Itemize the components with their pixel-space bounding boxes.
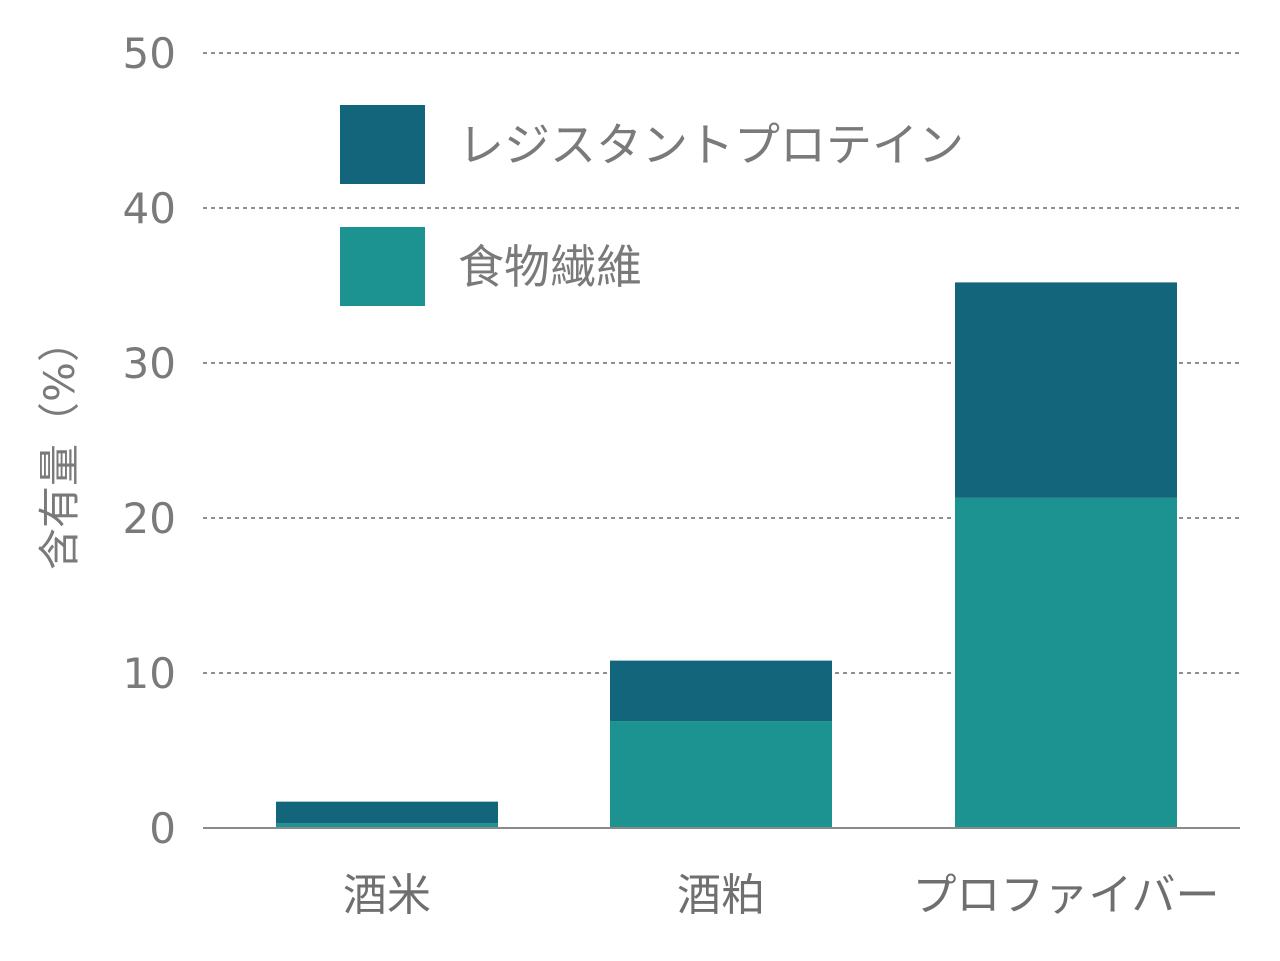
category-labels: 酒米 酒粕 プロファイバー [343, 870, 1220, 921]
y-tick-label: 0 [149, 804, 176, 853]
y-tick-label: 10 [123, 649, 176, 698]
legend-label: 食物繊維 [458, 240, 642, 294]
y-tick-labels: 0 10 20 30 40 50 [123, 29, 176, 853]
y-tick-label: 50 [123, 29, 176, 78]
bars [276, 282, 1177, 828]
bar-segment-dietary-fiber [955, 497, 1177, 828]
legend-swatch [340, 105, 425, 184]
legend-label: レジスタントプロテイン [458, 118, 964, 172]
bar-segment-resistant-protein [610, 660, 832, 722]
bar-segment-resistant-protein [276, 801, 498, 824]
y-tick-label: 30 [123, 339, 176, 388]
y-axis-label: 含有量（%） [35, 320, 84, 570]
category-label: 酒米 [343, 870, 431, 921]
y-tick-label: 40 [123, 184, 176, 233]
category-label: 酒粕 [677, 870, 765, 921]
bar-segment-resistant-protein [955, 282, 1177, 498]
bar-segment-dietary-fiber [610, 721, 832, 828]
y-tick-label: 20 [123, 494, 176, 543]
bar-segment-dietary-fiber [276, 823, 498, 828]
category-label: プロファイバー [912, 870, 1219, 921]
legend-swatch [340, 227, 425, 306]
